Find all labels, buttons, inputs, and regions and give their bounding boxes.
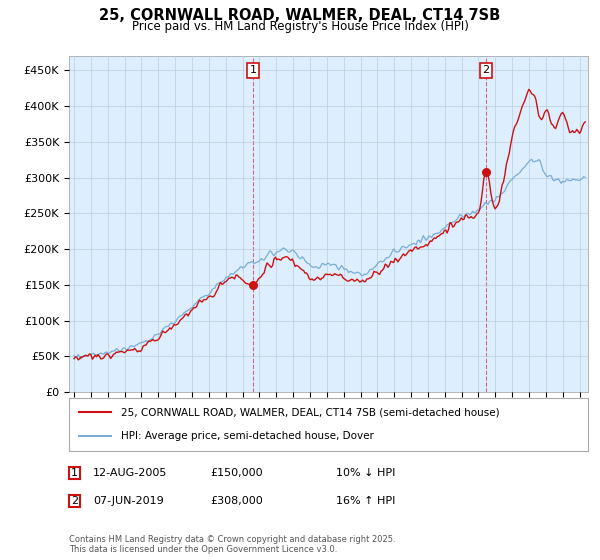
FancyBboxPatch shape (69, 398, 588, 451)
Text: £308,000: £308,000 (210, 496, 263, 506)
Text: £150,000: £150,000 (210, 468, 263, 478)
Text: 10% ↓ HPI: 10% ↓ HPI (336, 468, 395, 478)
Text: HPI: Average price, semi-detached house, Dover: HPI: Average price, semi-detached house,… (121, 431, 374, 441)
Point (481, 167, 491, 176)
Text: 2: 2 (71, 496, 78, 506)
Text: 1: 1 (250, 66, 256, 75)
Point (248, 281, 258, 290)
Text: 07-JUN-2019: 07-JUN-2019 (93, 496, 164, 506)
Text: Price paid vs. HM Land Registry's House Price Index (HPI): Price paid vs. HM Land Registry's House … (131, 20, 469, 32)
Text: 25, CORNWALL ROAD, WALMER, DEAL, CT14 7SB (semi-detached house): 25, CORNWALL ROAD, WALMER, DEAL, CT14 7S… (121, 408, 500, 418)
Text: Contains HM Land Registry data © Crown copyright and database right 2025.
This d: Contains HM Land Registry data © Crown c… (69, 535, 395, 554)
Text: 16% ↑ HPI: 16% ↑ HPI (336, 496, 395, 506)
Text: 1: 1 (71, 468, 78, 478)
Text: 12-AUG-2005: 12-AUG-2005 (93, 468, 167, 478)
Text: 25, CORNWALL ROAD, WALMER, DEAL, CT14 7SB: 25, CORNWALL ROAD, WALMER, DEAL, CT14 7S… (100, 8, 500, 24)
Text: 2: 2 (482, 66, 490, 75)
